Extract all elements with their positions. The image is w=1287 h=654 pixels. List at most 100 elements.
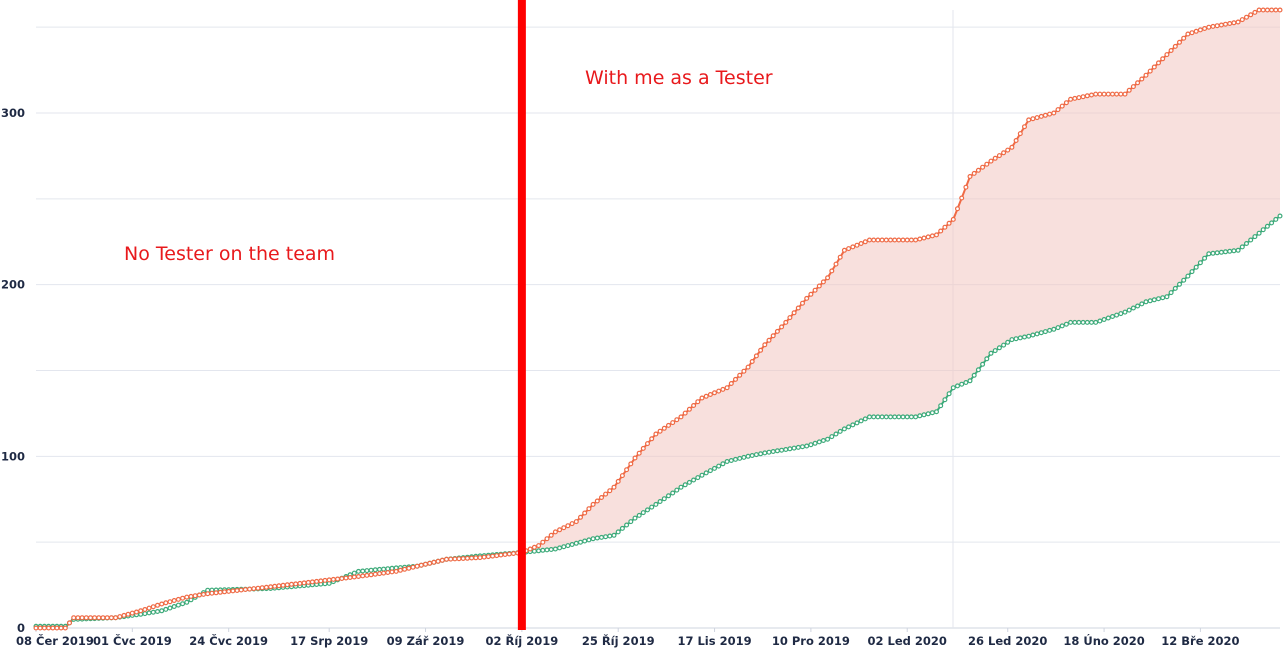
data-point — [1176, 39, 1182, 45]
data-point — [799, 444, 805, 450]
data-point — [1130, 84, 1136, 90]
data-point — [163, 600, 169, 606]
x-tick-label: 25 Říj 2019 — [582, 633, 655, 648]
data-point — [213, 590, 219, 596]
data-point — [1034, 331, 1040, 337]
data-point — [1164, 294, 1170, 300]
data-point — [1252, 234, 1258, 240]
data-point — [477, 555, 483, 561]
data-point — [372, 567, 378, 573]
data-point — [1168, 47, 1174, 53]
data-point — [351, 574, 357, 580]
data-point — [644, 441, 650, 447]
data-point — [1193, 264, 1199, 270]
data-point — [900, 414, 906, 420]
data-point — [142, 611, 148, 617]
data-point — [448, 556, 454, 562]
data-point — [356, 573, 362, 579]
data-point — [791, 310, 797, 316]
data-point — [699, 472, 705, 478]
data-point — [226, 588, 232, 594]
data-point — [741, 454, 747, 460]
data-point — [670, 490, 676, 496]
data-point — [691, 403, 697, 409]
data-point — [795, 444, 801, 450]
data-point — [192, 593, 198, 599]
data-point — [938, 403, 944, 409]
data-point — [1097, 91, 1103, 97]
data-point — [92, 615, 98, 621]
data-point — [908, 237, 914, 243]
data-point — [242, 586, 248, 592]
data-point — [548, 532, 554, 538]
data-point — [577, 514, 583, 520]
data-point — [1005, 147, 1011, 153]
data-point — [360, 568, 366, 574]
data-point — [159, 608, 165, 614]
data-point — [87, 615, 93, 621]
data-point — [1197, 260, 1203, 266]
data-point — [1231, 20, 1237, 26]
data-point — [1118, 311, 1124, 317]
data-point — [653, 501, 659, 507]
data-point — [1072, 319, 1078, 325]
data-point — [904, 414, 910, 420]
data-point — [402, 566, 408, 572]
data-point — [41, 625, 47, 631]
data-point — [309, 579, 315, 585]
data-point — [381, 566, 387, 572]
data-point — [695, 399, 701, 405]
data-point — [167, 605, 173, 611]
data-point — [804, 295, 810, 301]
x-tick-label: 09 Zář 2019 — [387, 634, 465, 648]
data-point — [904, 237, 910, 243]
data-point — [795, 305, 801, 311]
data-point — [854, 420, 860, 426]
data-point — [883, 237, 889, 243]
data-point — [1172, 285, 1178, 291]
data-point — [506, 551, 512, 557]
data-point — [142, 606, 148, 612]
data-point — [1206, 24, 1212, 30]
y-axis: 0 100 200 300 — [1, 106, 25, 635]
data-point — [950, 385, 956, 391]
data-point — [71, 615, 77, 621]
data-point — [636, 450, 642, 456]
x-tick-label: 24 Čvc 2019 — [189, 633, 268, 648]
data-point — [1222, 249, 1228, 255]
x-tick-label: 26 Led 2020 — [968, 634, 1047, 648]
data-point — [1210, 250, 1216, 256]
data-point — [980, 164, 986, 170]
data-point — [435, 558, 441, 564]
x-axis: 08 Čer 2019 01 Čvc 2019 24 Čvc 2019 17 Srp … — [16, 628, 1240, 648]
data-point — [569, 541, 575, 547]
data-point — [603, 491, 609, 497]
data-point — [536, 548, 542, 554]
data-point — [728, 381, 734, 387]
data-point — [255, 585, 261, 591]
data-point — [791, 445, 797, 451]
data-point — [58, 625, 64, 631]
data-point — [37, 625, 43, 631]
data-point — [783, 319, 789, 325]
data-point — [640, 510, 646, 516]
data-point — [720, 386, 726, 392]
data-point — [1273, 216, 1279, 222]
data-point — [825, 436, 831, 442]
data-point — [707, 392, 713, 398]
data-point — [967, 174, 973, 180]
data-point — [875, 414, 881, 420]
data-point — [921, 235, 927, 241]
data-point — [959, 195, 965, 201]
data-point — [858, 241, 864, 247]
data-point — [908, 414, 914, 420]
data-point — [682, 482, 688, 488]
data-point — [540, 547, 546, 553]
data-point — [758, 451, 764, 457]
data-point — [766, 449, 772, 455]
data-point — [410, 564, 416, 570]
data-point — [368, 567, 374, 573]
data-point — [1105, 315, 1111, 321]
data-point — [963, 184, 969, 190]
data-point — [946, 220, 952, 226]
